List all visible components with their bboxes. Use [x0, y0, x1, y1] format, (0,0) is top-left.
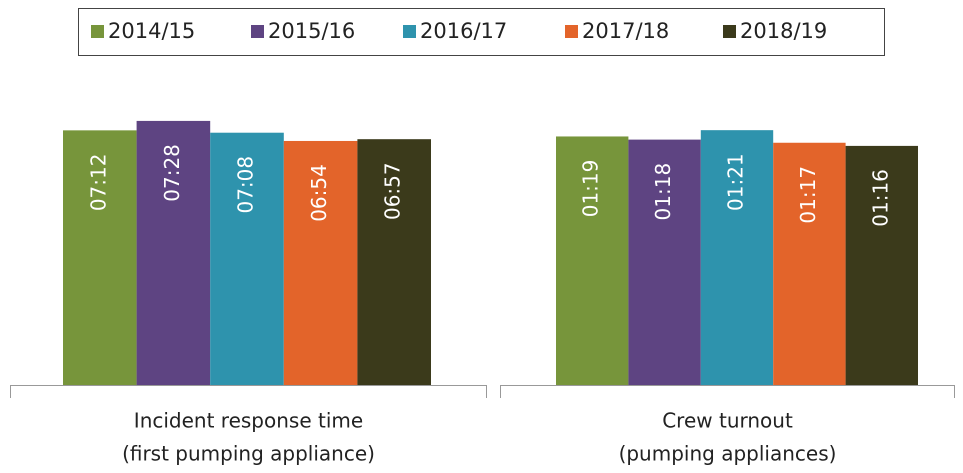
legend-swatch [403, 25, 416, 38]
bar [628, 139, 701, 385]
bar [210, 132, 284, 385]
value-label: 01:19 [579, 160, 603, 218]
bar [136, 120, 211, 386]
value-label: 01:18 [651, 163, 675, 221]
legend-label: 2014/15 [108, 19, 195, 43]
bar [773, 142, 846, 385]
value-label: 06:57 [381, 162, 405, 220]
bar [283, 140, 358, 385]
legend-swatch [91, 25, 104, 38]
legend-label: 2015/16 [268, 19, 355, 43]
bar [63, 130, 137, 385]
legend-box [78, 8, 885, 56]
x-axis-label: (first pumping appliance) [122, 442, 375, 466]
value-label: 07:28 [160, 144, 184, 202]
legend-swatch [251, 25, 264, 38]
value-label: 01:17 [796, 166, 820, 224]
value-label: 07:12 [86, 154, 110, 212]
x-axis-label: (pumping appliances) [619, 442, 837, 466]
x-axis-label: Crew turnout [662, 409, 793, 433]
legend-swatch [723, 25, 736, 38]
value-label: 06:54 [307, 164, 331, 222]
value-label: 01:21 [724, 153, 748, 211]
bar [700, 130, 774, 385]
value-label: 07:08 [234, 156, 258, 214]
x-axis-label: Incident response time [134, 409, 363, 433]
legend-label: 2016/17 [420, 19, 507, 43]
bar [845, 145, 918, 385]
legend-label: 2017/18 [582, 19, 669, 43]
bar [556, 136, 629, 385]
legend-label: 2018/19 [740, 19, 827, 43]
bar [357, 139, 431, 385]
value-label: 01:16 [868, 169, 892, 227]
legend-swatch [565, 25, 578, 38]
